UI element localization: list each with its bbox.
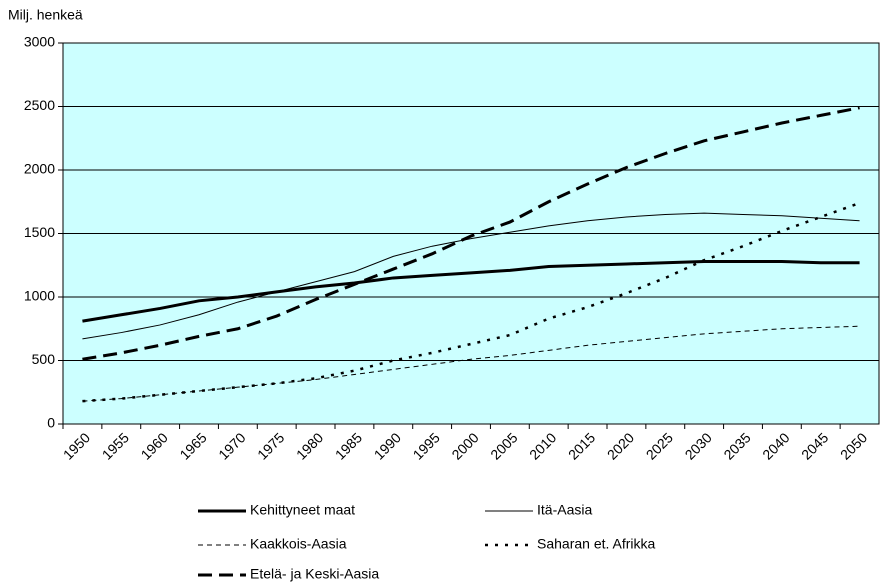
x-tick-label: 2025	[643, 429, 676, 462]
x-tick-label: 2015	[565, 429, 598, 462]
x-tick-label: 1965	[176, 429, 209, 462]
legend-label: Itä-Aasia	[537, 502, 592, 518]
y-tick-label: 500	[32, 351, 56, 367]
y-tick-label: 3000	[24, 34, 55, 50]
legend-label: Kehittyneet maat	[250, 502, 355, 518]
legend-label: Kaakkois-Aasia	[250, 536, 347, 552]
x-tick-label: 2030	[682, 429, 715, 462]
x-tick-label: 2010	[526, 429, 559, 462]
y-tick-label: 0	[47, 415, 55, 431]
x-tick-label: 2000	[448, 429, 481, 462]
x-tick-label: 1955	[99, 429, 132, 462]
y-tick-label: 1500	[24, 224, 55, 240]
series-line	[82, 106, 860, 361]
legend-label: Saharan et. Afrikka	[537, 536, 656, 552]
y-axis-label: Milj. henkeä	[8, 7, 83, 23]
series-line	[82, 212, 860, 340]
x-tick-label: 1975	[254, 429, 287, 462]
x-tick-label: 2035	[720, 429, 753, 462]
x-tick-label: 2045	[798, 429, 831, 462]
x-tick-label: 1980	[293, 429, 326, 462]
y-tick-label: 2500	[24, 97, 55, 113]
x-tick-label: 2020	[604, 429, 637, 462]
series-line	[82, 201, 860, 403]
series-line	[82, 259, 860, 323]
x-tick-label: 2050	[837, 429, 870, 462]
x-tick-label: 1985	[332, 429, 365, 462]
x-tick-label: 1995	[410, 429, 443, 462]
x-tick-label: 1950	[60, 429, 93, 462]
y-tick-label: 1000	[24, 288, 55, 304]
x-tick-label: 2040	[759, 429, 792, 462]
y-tick-label: 2000	[24, 161, 55, 177]
x-tick-label: 1960	[138, 429, 171, 462]
x-tick-label: 1970	[215, 429, 248, 462]
x-tick-label: 2005	[487, 429, 520, 462]
x-tick-label: 1990	[371, 429, 404, 462]
legend-label: Etelä- ja Keski-Aasia	[250, 566, 379, 582]
